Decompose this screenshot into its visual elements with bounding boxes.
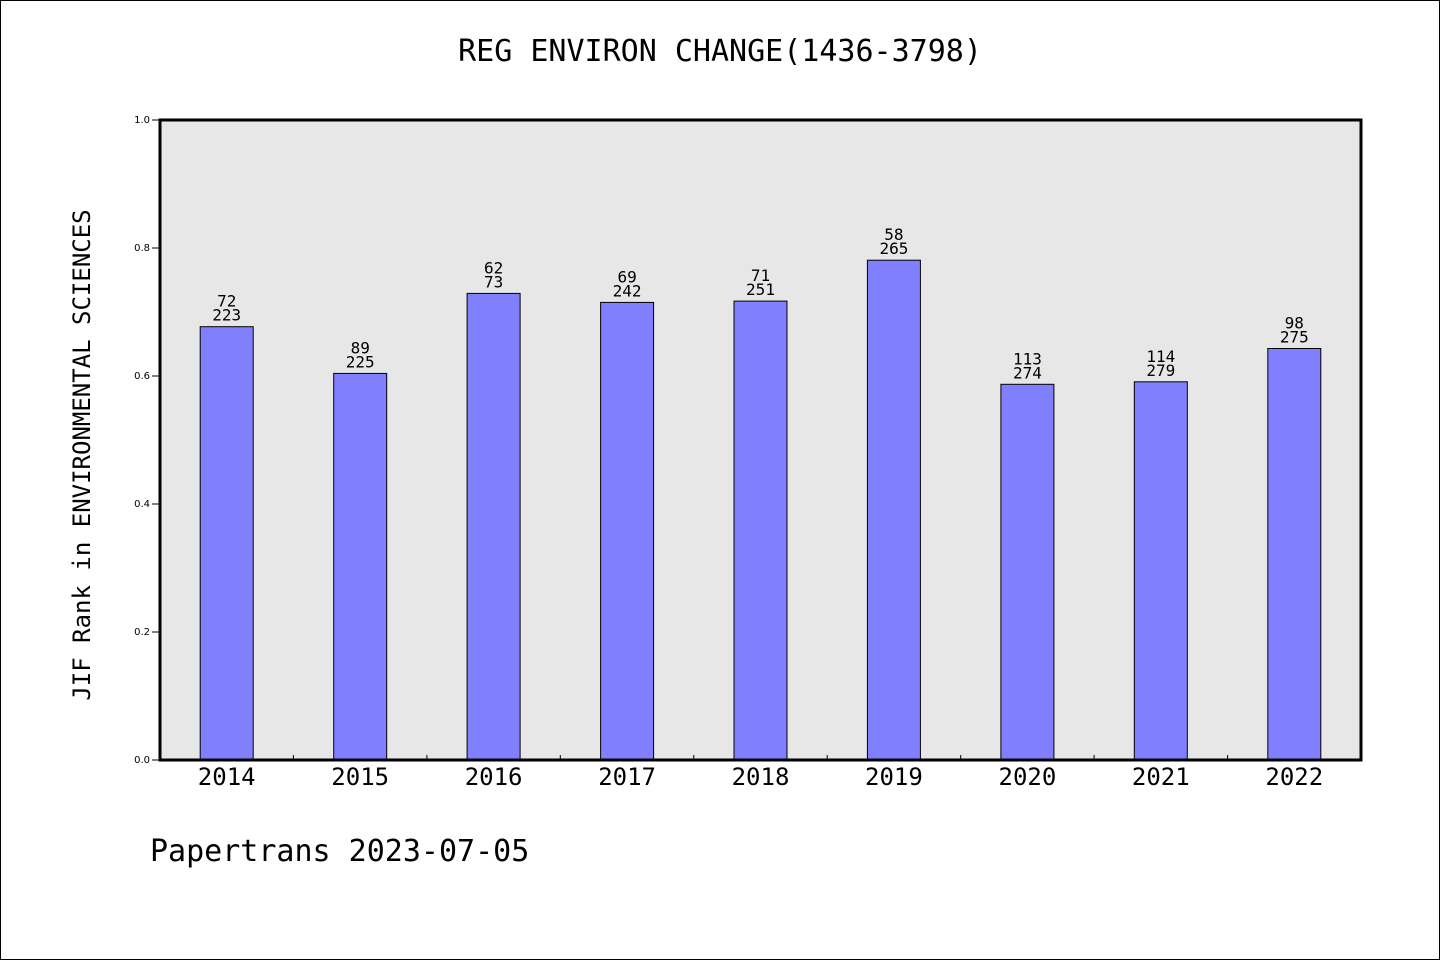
- x-tick-label-2015: 2015: [331, 763, 389, 791]
- plot-border: [158, 118, 1363, 762]
- bar-2017: [600, 301, 655, 761]
- y-tick-label: 0.8: [134, 243, 150, 254]
- bars-layer: [199, 259, 1322, 761]
- rank-label-2015: 89: [351, 338, 370, 357]
- y-tick-label: 1.0: [134, 115, 150, 126]
- y-tick-label: 0.6: [134, 371, 150, 382]
- axis-layer: 2014 2015 2016 2017 2018 2019 2020 2021 2022 0.0 0…: [134, 115, 1323, 791]
- rank-label-2021: 114: [1146, 347, 1175, 366]
- x-tick-label-2019: 2019: [865, 763, 923, 791]
- total-label-2022: 275: [1280, 328, 1309, 347]
- x-tick-label-2022: 2022: [1265, 763, 1323, 791]
- total-label-2015: 225: [346, 352, 375, 371]
- bar-2020: [1000, 383, 1055, 761]
- rank-label-2014: 72: [217, 292, 236, 311]
- bar-2016: [466, 292, 521, 761]
- x-tick-label-2017: 2017: [598, 763, 656, 791]
- rank-label-2017: 69: [617, 267, 636, 286]
- x-tick-label-2014: 2014: [198, 763, 256, 791]
- x-tick-label-2016: 2016: [465, 763, 523, 791]
- y-axis-label: JIF Rank in ENVIRONMENTAL SCIENCES: [68, 209, 96, 700]
- chart-title: REG ENVIRON CHANGE(1436-3798): [458, 34, 982, 69]
- x-tick-label-2020: 2020: [999, 763, 1057, 791]
- bar-2022: [1267, 348, 1322, 761]
- total-label-2021: 279: [1146, 361, 1175, 380]
- x-tick-label-2018: 2018: [732, 763, 790, 791]
- footer-source: Papertrans 2023-07-05: [150, 834, 530, 869]
- y-tick-label: 0.4: [134, 499, 150, 510]
- x-tick-label-2021: 2021: [1132, 763, 1190, 791]
- total-label-2019: 265: [879, 239, 908, 258]
- rank-label-2016: 62: [484, 258, 503, 277]
- total-label-2016: 73: [484, 272, 503, 291]
- rank-label-2020: 113: [1013, 349, 1042, 368]
- rank-label-2022: 98: [1285, 314, 1304, 333]
- bar-2015: [333, 372, 388, 761]
- y-tick-label: 0.0: [134, 755, 150, 766]
- total-label-2017: 242: [613, 281, 642, 300]
- total-label-2018: 251: [746, 280, 775, 299]
- bar-2019: [866, 259, 921, 761]
- rank-label-2019: 58: [884, 225, 903, 244]
- total-label-2020: 274: [1013, 363, 1042, 382]
- bar-2014: [199, 326, 254, 761]
- total-label-2014: 223: [212, 306, 241, 325]
- bar-2021: [1133, 381, 1188, 761]
- bar-2018: [733, 300, 788, 761]
- y-tick-label: 0.2: [134, 627, 150, 638]
- rank-label-2018: 71: [751, 266, 770, 285]
